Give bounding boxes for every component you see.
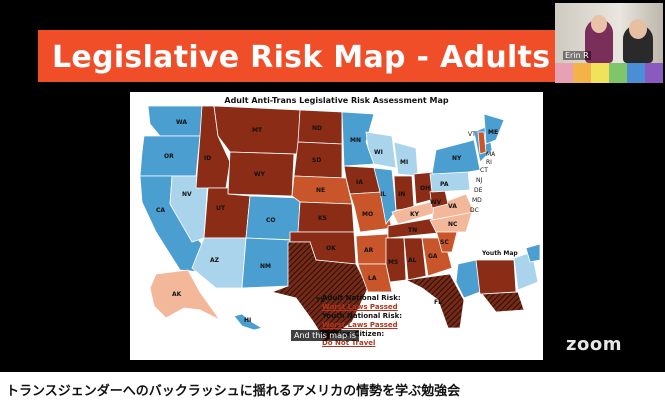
stripe-orange [573, 63, 591, 83]
state-AZ [191, 237, 247, 289]
label-VT: VT [468, 131, 476, 138]
label-OK: OK [326, 245, 336, 252]
label-IL: IL [380, 191, 386, 198]
stripe-blue [627, 63, 645, 83]
label-RI: RI [486, 159, 492, 166]
zoom-logo: zoom [566, 334, 622, 355]
label-MN: MN [350, 137, 361, 144]
label-WA: WA [176, 119, 187, 126]
legend-adult-heading: Adult National Risk: [322, 294, 401, 302]
label-ID: ID [204, 155, 211, 162]
label-CT: CT [480, 167, 488, 174]
stripe-purple [645, 63, 663, 83]
label-OH: OH [420, 185, 430, 192]
label-NV: NV [182, 191, 192, 198]
label-AL: AL [408, 257, 417, 264]
label-MA: MA [486, 151, 496, 158]
label-TN: TN [408, 227, 417, 234]
label-MS: MS [388, 259, 398, 266]
label-MD: MD [472, 197, 482, 204]
label-WI: WI [374, 149, 383, 156]
label-IA: IA [356, 179, 363, 186]
label-TX: TX [316, 297, 325, 304]
youth-map-ne [525, 243, 541, 263]
label-DE: DE [474, 187, 483, 194]
label-AR: AR [364, 247, 374, 254]
label-ND: ND [312, 125, 322, 132]
label-KY: KY [410, 211, 420, 218]
label-PA: PA [440, 181, 449, 188]
participant-2-head [629, 19, 647, 39]
label-ME: ME [488, 129, 498, 136]
participant-1-head [591, 15, 607, 33]
state-IL [373, 167, 397, 225]
label-SC: SC [440, 239, 449, 246]
label-VA: VA [448, 203, 457, 210]
youth-map-west [455, 259, 481, 299]
label-NC: NC [448, 221, 458, 228]
label-OR: OR [164, 153, 174, 160]
legend-youth-heading: Youth National Risk: [322, 312, 403, 320]
map-title: Adult Anti-Trans Legislative Risk Assess… [224, 96, 449, 105]
label-IN: IN [398, 191, 405, 198]
label-UT: UT [216, 205, 226, 212]
label-NY: NY [452, 155, 462, 162]
page-subtitle: トランスジェンダーへのバックラッシュに揺れるアメリカの情勢を学ぶ勉強会 [6, 384, 461, 399]
zoom-video-stage: Legislative Risk Map - Adults Erin R Adu… [0, 0, 665, 372]
risk-map-card: Adult Anti-Trans Legislative Risk Assess… [130, 92, 543, 360]
participant-video-tile[interactable]: Erin R [555, 3, 663, 63]
label-LA: LA [368, 275, 377, 282]
state-AL [403, 237, 427, 281]
label-CO: CO [266, 217, 276, 224]
legend-youth-value: Worst Laws Passed [322, 321, 398, 329]
state-FL [404, 273, 465, 329]
label-NE: NE [316, 187, 325, 194]
label-CA: CA [156, 207, 165, 214]
label-WY: WY [254, 171, 266, 178]
label-WV: WV [430, 199, 442, 206]
label-MO: MO [362, 211, 373, 218]
label-MI: MI [400, 159, 408, 166]
label-KS: KS [318, 215, 327, 222]
youth-map-label: Youth Map [482, 250, 518, 257]
label-SD: SD [312, 157, 321, 164]
label-GA: GA [428, 253, 438, 260]
label-AZ: AZ [210, 257, 220, 264]
label-MT: MT [252, 127, 263, 134]
label-NJ: NJ [476, 177, 482, 184]
state-PA [429, 171, 471, 193]
state-VA [431, 193, 475, 221]
stripe-pink [555, 63, 573, 83]
state-NH [477, 131, 487, 155]
label-AK: AK [172, 291, 182, 298]
label-FL: FL [434, 299, 442, 306]
youth-map-central [475, 259, 517, 295]
state-ME [483, 113, 505, 145]
slide-title: Legislative Risk Map - Adults [52, 40, 551, 75]
legend-foreign-value: Do Not Travel [322, 339, 376, 347]
live-caption: And this map is [291, 330, 360, 341]
label-NM: NM [260, 263, 271, 270]
youth-map-south [481, 291, 525, 313]
state-UT [203, 187, 251, 239]
legend-adult-value: Worst Laws Passed [322, 303, 398, 311]
label-HI: HI [244, 317, 251, 324]
slide-title-banner [38, 30, 563, 82]
label-DC: DC [470, 207, 479, 214]
state-HI [233, 313, 264, 331]
pride-stripe [555, 63, 663, 83]
stripe-green [609, 63, 627, 83]
state-labels: WA OR CA NV ID MT WY UT AZ CO NM ND SD N… [156, 119, 498, 324]
state-AK [149, 269, 221, 321]
state-LA [357, 263, 393, 293]
state-WI [365, 131, 397, 169]
state-NY [431, 139, 481, 175]
participant-name: Erin R [563, 51, 591, 60]
us-risk-map: WA OR CA NV ID MT WY UT AZ CO NM ND SD N… [139, 105, 541, 343]
state-MS [385, 237, 407, 283]
stripe-yellow [591, 63, 609, 83]
